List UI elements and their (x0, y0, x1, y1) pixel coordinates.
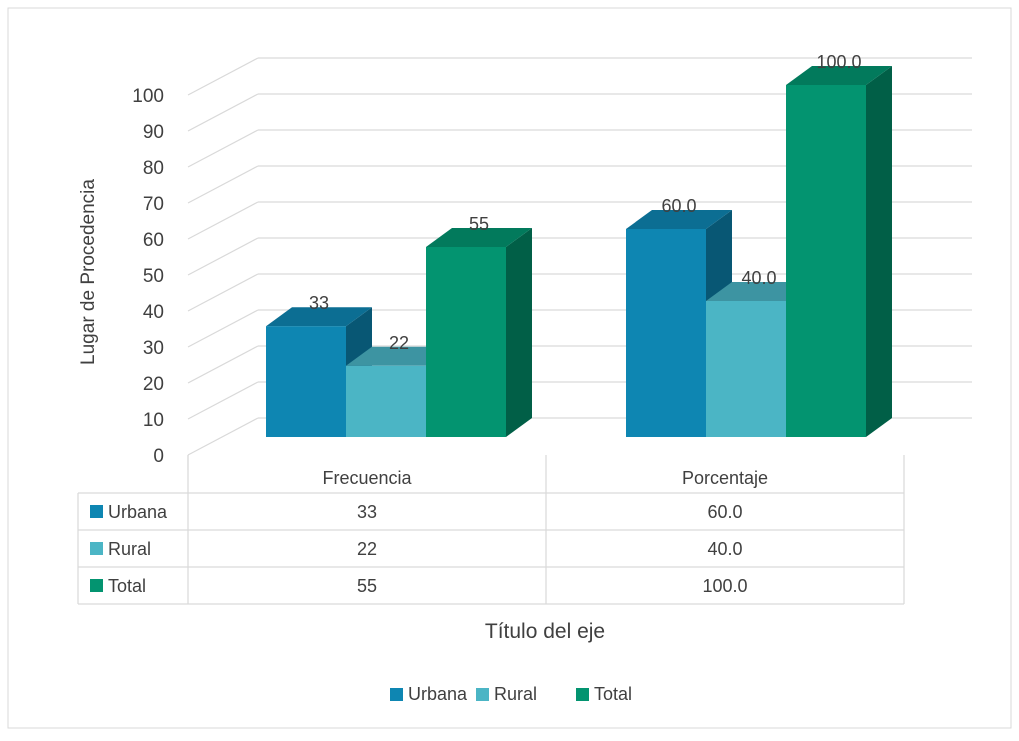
bar-top-rural (346, 346, 452, 366)
bar-top-rural (706, 282, 812, 301)
y-tick-label: 40 (143, 302, 164, 323)
table-legend-key-rural (90, 542, 103, 555)
table-cell: 40.0 (707, 539, 742, 559)
bar-side-total (506, 228, 532, 437)
y-tick-label: 30 (143, 338, 164, 359)
bar-total (426, 247, 506, 437)
data-label: 100.0 (816, 52, 861, 72)
data-label: 33 (309, 293, 329, 313)
bar-rural (346, 365, 426, 437)
bar-top-urbana (266, 307, 372, 327)
bar-urbana (626, 229, 706, 437)
gridline-side (187, 93, 259, 132)
data-label: 55 (469, 214, 489, 234)
legend-label: Total (594, 684, 632, 704)
y-axis-label: Lugar de Procedencia (78, 179, 99, 365)
bar-urbana (266, 326, 346, 437)
y-tick-label: 60 (143, 230, 164, 251)
gridline-side (187, 129, 259, 168)
table-row-label: Urbana (108, 502, 168, 522)
table-cell: 22 (357, 539, 377, 559)
table-legend-key-total (90, 579, 103, 592)
table-cell: 100.0 (702, 576, 747, 596)
y-tick-label: 90 (143, 122, 164, 143)
gridline-side (187, 381, 259, 420)
bar-top-total (426, 228, 532, 247)
gridline-side (187, 237, 259, 276)
gridline-side (187, 345, 259, 384)
table-row-label: Total (108, 576, 146, 596)
data-label: 22 (389, 333, 409, 353)
gridline-side (187, 309, 259, 348)
y-tick-label: 80 (143, 158, 164, 179)
data-label: 40.0 (741, 268, 776, 288)
y-tick-label: 50 (143, 266, 164, 287)
bar-top-total (786, 66, 892, 85)
table-cell: 60.0 (707, 502, 742, 522)
y-tick-label: 20 (143, 374, 164, 395)
bar-side-total (866, 66, 892, 437)
y-tick-label: 70 (143, 194, 164, 215)
table-legend-key-urbana (90, 505, 103, 518)
table-header: Porcentaje (682, 468, 768, 488)
legend-key-rural (476, 688, 489, 701)
bar-top-urbana (626, 210, 732, 229)
legend-label: Rural (494, 684, 537, 704)
x-axis-label: Título del eje (485, 620, 605, 643)
gridline-side (187, 165, 259, 204)
y-tick-label: 0 (153, 446, 164, 467)
gridline-side (187, 57, 259, 96)
gridline-side (187, 201, 259, 240)
y-tick-label: 100 (132, 86, 164, 107)
gridline-side (187, 417, 259, 456)
gridline-side (187, 273, 259, 312)
legend-key-urbana (390, 688, 403, 701)
bar-rural (706, 301, 786, 437)
table-cell: 55 (357, 576, 377, 596)
y-tick-label: 10 (143, 410, 164, 431)
bar-total (786, 85, 866, 437)
table-cell: 33 (357, 502, 377, 522)
legend-key-total (576, 688, 589, 701)
table-row-label: Rural (108, 539, 151, 559)
data-label: 60.0 (661, 196, 696, 216)
table-header: Frecuencia (322, 468, 412, 488)
legend-label: Urbana (408, 684, 468, 704)
